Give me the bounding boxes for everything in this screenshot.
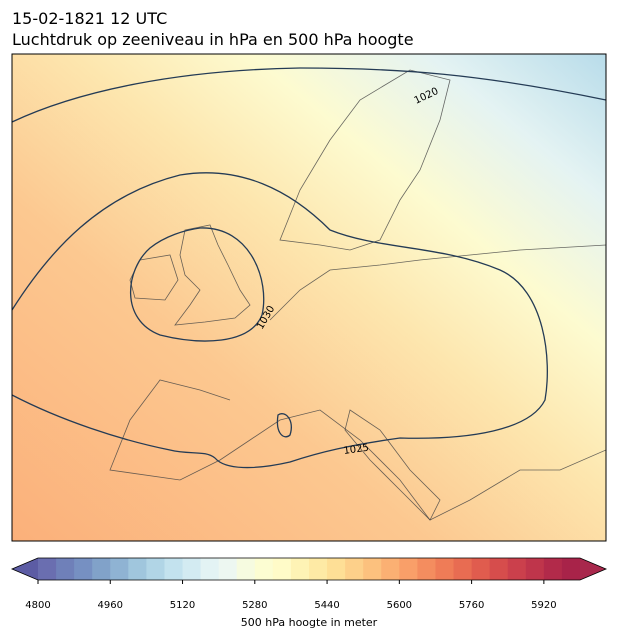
- title: Luchtdruk op zeeniveau in hPa en 500 hPa…: [12, 30, 414, 49]
- colorbar-under: [12, 558, 38, 580]
- coastline-uk: [174, 224, 251, 326]
- colorbar-segment: [254, 558, 274, 580]
- contour-label: 1025: [343, 443, 370, 457]
- colorbar-tick-label: 5920: [531, 600, 556, 611]
- colorbar-segment: [309, 558, 328, 580]
- colorbar-segment: [363, 558, 382, 580]
- map: 1020 1030 1025: [12, 54, 606, 541]
- colorbar-segment: [381, 558, 400, 580]
- colorbar-segment: [543, 558, 563, 580]
- colorbar-tick-label: 4800: [25, 600, 50, 611]
- colorbar-segment: [272, 558, 292, 580]
- colorbar-segment: [56, 558, 75, 580]
- colorbar-segment: [435, 558, 455, 580]
- colorbar-segment: [110, 558, 129, 580]
- colorbar-segment: [236, 558, 256, 580]
- colorbar-segment: [471, 558, 491, 580]
- colorbar-tick-label: 5760: [459, 600, 484, 611]
- colorbar-segment: [200, 558, 220, 580]
- colorbar-segment: [74, 558, 93, 580]
- isobar: [12, 172, 548, 469]
- colorbar-tick-label: 5120: [170, 600, 195, 611]
- colorbar-segment: [453, 558, 473, 580]
- isobar: [276, 413, 292, 438]
- colorbar-segment: [507, 558, 527, 580]
- colorbar-segment: [92, 558, 111, 580]
- coastline-ireland: [129, 254, 179, 301]
- coastline-scandinavia: [279, 69, 451, 251]
- coastline-continent: [109, 244, 606, 521]
- colorbar-segment: [399, 558, 418, 580]
- colorbar-segment: [38, 558, 57, 580]
- colorbar-tick-label: 4960: [98, 600, 123, 611]
- colorbar-segment: [218, 558, 238, 580]
- colorbar: 4800 4960 5120 5280 5440 5600 5760 5920: [10, 557, 608, 611]
- colorbar-segment: [290, 558, 310, 580]
- map-frame: [11, 53, 607, 542]
- colorbar-segment: [128, 558, 147, 580]
- colorbar-outline: [10, 557, 608, 581]
- colorbar-segment: [164, 558, 184, 580]
- colorbar-segment: [525, 558, 545, 580]
- colorbar-tick-label: 5440: [314, 600, 339, 611]
- isobar: [12, 67, 606, 123]
- colorbar-segment: [327, 558, 346, 580]
- colorbar-segment: [561, 558, 581, 580]
- colorbar-over: [580, 558, 606, 580]
- date: 15-02-1821 12 UTC: [12, 9, 167, 28]
- coastline-italy: [344, 409, 441, 521]
- colorbar-tick-label: 5280: [242, 600, 267, 611]
- colorbar-tick-label: 5600: [387, 600, 412, 611]
- colorbar-label: 500 hPa hoogte in meter: [241, 616, 378, 629]
- colorbar-segment: [146, 558, 165, 580]
- isobar: [129, 227, 265, 342]
- map-background: [12, 54, 606, 541]
- colorbar-segment: [182, 558, 202, 580]
- colorbar-segment: [345, 558, 364, 580]
- colorbar-segment: [489, 558, 509, 580]
- colorbar-segment: [417, 558, 436, 580]
